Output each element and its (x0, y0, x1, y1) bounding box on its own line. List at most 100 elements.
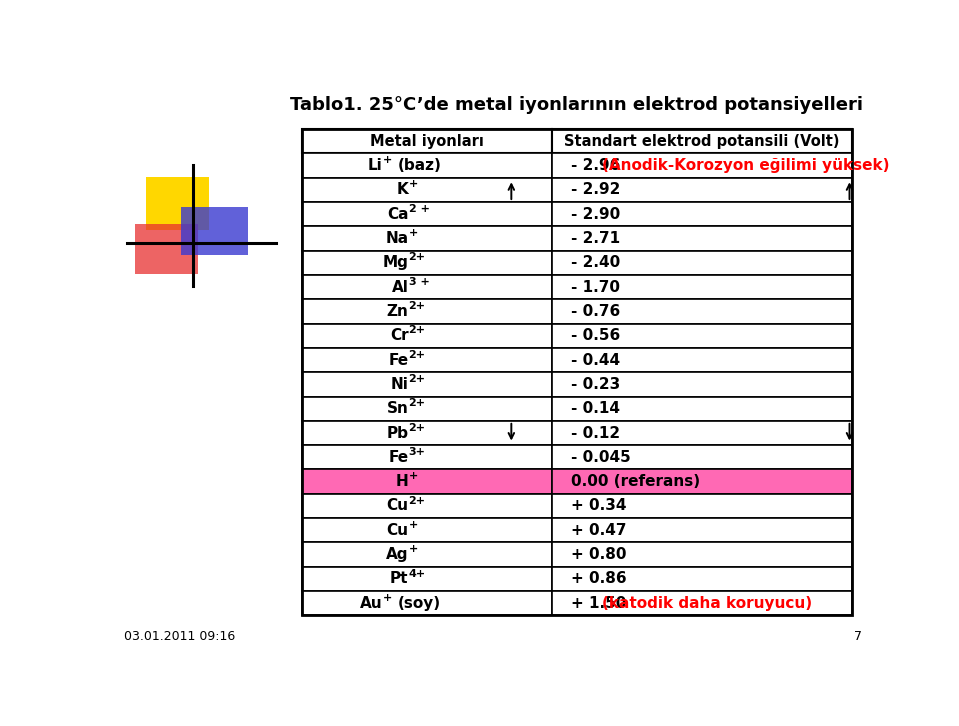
Text: - 0.12: - 0.12 (571, 425, 620, 441)
Text: Cr: Cr (390, 328, 409, 343)
Text: (soy): (soy) (397, 596, 440, 611)
Text: 03.01.2011 09:16: 03.01.2011 09:16 (124, 629, 235, 643)
Bar (302, 396, 552, 421)
Text: - 2.71: - 2.71 (571, 231, 620, 246)
Text: 2+: 2+ (409, 301, 426, 311)
Bar (552, 178, 852, 202)
Text: 2+: 2+ (409, 253, 426, 262)
Text: Mg: Mg (383, 256, 409, 270)
Text: 7: 7 (854, 629, 861, 643)
Bar (552, 470, 852, 494)
Text: Fe: Fe (388, 450, 409, 465)
Text: Sn: Sn (386, 401, 409, 416)
Text: Al: Al (391, 280, 409, 295)
Text: Pt: Pt (390, 571, 409, 587)
Text: + 1.50: + 1.50 (571, 596, 631, 611)
Text: Fe: Fe (388, 353, 409, 367)
Text: - 1.70: - 1.70 (571, 280, 620, 295)
Bar (302, 542, 552, 567)
Text: +: + (409, 228, 418, 238)
Text: Tablo1. 25°C’de metal iyonlarının elektrod potansiyelleri: Tablo1. 25°C’de metal iyonlarının elektr… (291, 96, 863, 114)
Text: 2+: 2+ (409, 399, 426, 408)
Text: 0.00 (referans): 0.00 (referans) (571, 474, 700, 489)
Bar (302, 153, 552, 178)
Text: Ni: Ni (390, 377, 409, 392)
Text: 2+: 2+ (409, 325, 426, 335)
Text: +: + (383, 155, 391, 166)
Bar (552, 299, 852, 324)
Bar (302, 348, 552, 372)
Text: - 2.40: - 2.40 (571, 256, 620, 270)
Bar (552, 396, 852, 421)
Text: 3 +: 3 + (409, 277, 430, 287)
Bar (302, 567, 552, 591)
Bar (181, 208, 247, 255)
Bar (302, 178, 552, 202)
Text: K: K (397, 182, 409, 197)
Text: Li: Li (367, 158, 383, 173)
Text: - 0.56: - 0.56 (571, 328, 620, 343)
Bar (552, 542, 852, 567)
Text: 2+: 2+ (409, 350, 426, 359)
Bar (302, 372, 552, 396)
Bar (552, 518, 852, 542)
Text: - 0.23: - 0.23 (571, 377, 620, 392)
Bar (552, 275, 852, 299)
Text: +: + (409, 520, 418, 530)
Text: - 2.90: - 2.90 (571, 207, 620, 221)
Text: H: H (396, 474, 409, 489)
Bar (302, 275, 552, 299)
Text: (Anodik-Korozyon eğilimi yüksek): (Anodik-Korozyon eğilimi yüksek) (602, 158, 890, 173)
Bar (552, 421, 852, 445)
Bar (552, 250, 852, 275)
Bar (552, 324, 852, 348)
Bar (302, 445, 552, 470)
Text: Pb: Pb (386, 425, 409, 441)
Bar (552, 202, 852, 227)
Text: Na: Na (386, 231, 409, 246)
Text: 2 +: 2 + (409, 204, 430, 214)
Bar (552, 153, 852, 178)
Text: Ag: Ag (386, 547, 409, 562)
Text: Metal iyonları: Metal iyonları (370, 134, 484, 149)
Text: + 0.34: + 0.34 (571, 499, 626, 513)
Bar (302, 470, 552, 494)
Bar (302, 494, 552, 518)
Bar (552, 372, 852, 396)
Bar (302, 421, 552, 445)
Text: - 0.76: - 0.76 (571, 304, 620, 319)
Bar (302, 518, 552, 542)
Bar (552, 591, 852, 616)
Text: + 0.86: + 0.86 (571, 571, 626, 587)
Bar (302, 250, 552, 275)
Text: Cu: Cu (386, 523, 409, 538)
Bar (302, 299, 552, 324)
Text: - 0.045: - 0.045 (571, 450, 630, 465)
Text: +: + (409, 544, 418, 554)
Bar (146, 176, 209, 229)
Bar (302, 129, 852, 616)
Text: - 2.92: - 2.92 (571, 182, 620, 197)
Bar (302, 227, 552, 250)
Text: 2+: 2+ (409, 374, 426, 384)
Text: - 2.96: - 2.96 (571, 158, 625, 173)
Text: Ca: Ca (387, 207, 409, 221)
Text: Standart elektrod potansili (Volt): Standart elektrod potansili (Volt) (564, 134, 840, 149)
Bar (552, 129, 852, 153)
Text: - 0.14: - 0.14 (571, 401, 620, 416)
Text: (katodik daha koruyucu): (katodik daha koruyucu) (602, 596, 812, 611)
Text: 4+: 4+ (409, 568, 426, 579)
Text: Au: Au (360, 596, 383, 611)
Text: +: + (409, 471, 418, 481)
Text: 2+: 2+ (409, 496, 426, 505)
Bar (134, 224, 198, 274)
Bar (552, 445, 852, 470)
Text: - 0.44: - 0.44 (571, 353, 620, 367)
Text: +: + (409, 179, 418, 189)
Text: Zn: Zn (386, 304, 409, 319)
Bar (302, 324, 552, 348)
Text: + 0.47: + 0.47 (571, 523, 626, 538)
Text: Cu: Cu (386, 499, 409, 513)
Text: (baz): (baz) (397, 158, 441, 173)
Bar (552, 567, 852, 591)
